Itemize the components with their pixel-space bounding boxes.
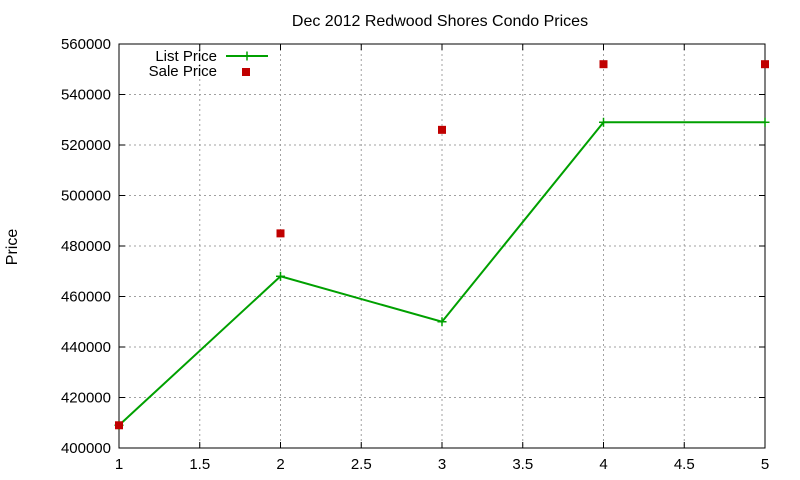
y-tick-label: 560000 [61, 36, 111, 53]
x-tick-label: 4.5 [674, 456, 695, 473]
legend-label: Sale Price [149, 63, 217, 80]
chart-title: Dec 2012 Redwood Shores Condo Prices [292, 13, 588, 30]
y-axis-label: Price [4, 229, 21, 266]
y-tick-label: 460000 [61, 289, 111, 306]
list-price-point [276, 271, 285, 281]
ticks: 1 1.5 2 2.5 3 3.5 4 4.5 5 400000 420000 440000 46000… [61, 36, 769, 473]
y-tick-label: 520000 [61, 137, 111, 154]
x-tick-label: 2.5 [351, 456, 372, 473]
y-tick-label: 440000 [61, 339, 111, 356]
x-tick-label: 5 [761, 456, 769, 473]
legend-plus-marker [242, 51, 252, 61]
list-price-point [599, 117, 608, 127]
legend-square-marker [242, 68, 250, 76]
y-tick-label: 400000 [61, 440, 111, 457]
x-tick-label: 1.5 [189, 456, 210, 473]
y-tick-label: 540000 [61, 87, 111, 104]
x-tick-label: 4 [599, 456, 607, 473]
y-tick-label: 420000 [61, 390, 111, 407]
sale-price-point [761, 60, 769, 69]
y-tick-label: 480000 [61, 238, 111, 255]
x-tick-label: 2 [276, 456, 284, 473]
list-price-point [437, 317, 447, 327]
legend-label: List Price [155, 48, 217, 65]
list-price-point [760, 117, 770, 127]
sale-price-point [438, 125, 446, 134]
grid [119, 44, 765, 448]
x-tick-label: 3.5 [512, 456, 533, 473]
sale-price-point [599, 60, 608, 69]
y-tick-label: 500000 [61, 188, 111, 205]
x-tick-label: 3 [438, 456, 446, 473]
sale-price-point [115, 421, 123, 430]
sale-price-point [276, 229, 285, 238]
x-tick-label: 1 [115, 456, 123, 473]
series [114, 60, 770, 430]
